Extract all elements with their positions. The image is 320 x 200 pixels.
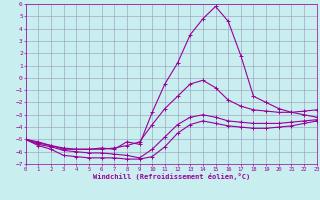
X-axis label: Windchill (Refroidissement éolien,°C): Windchill (Refroidissement éolien,°C) (92, 173, 250, 180)
